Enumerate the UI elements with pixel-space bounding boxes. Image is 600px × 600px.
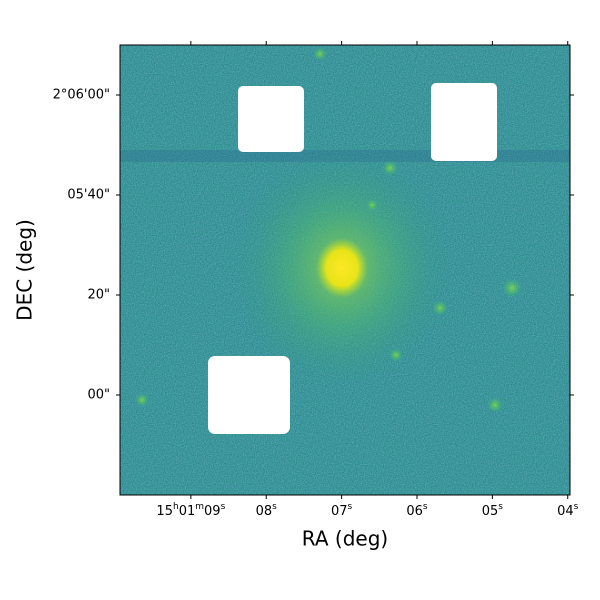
source <box>432 300 448 316</box>
x-tick-label: 08s <box>256 502 278 519</box>
source <box>366 199 378 211</box>
x-tick-label: 06s <box>406 502 428 519</box>
mask <box>238 86 304 152</box>
x-axis-label: RA (deg) <box>302 527 388 551</box>
x-tick-label: 07s <box>331 502 353 519</box>
image <box>120 45 570 495</box>
axes-frame <box>119 44 571 496</box>
y-tick-label: 2°06'00" <box>53 88 110 103</box>
y-tick-label: 00" <box>87 388 110 403</box>
x-tick-label: 04s <box>557 502 579 519</box>
source <box>135 393 149 407</box>
source <box>389 348 403 362</box>
y-tick-label: 05'40" <box>67 188 110 203</box>
galaxy-core <box>316 238 368 298</box>
source <box>313 47 327 61</box>
source <box>487 397 503 413</box>
y-axis-label: DEC (deg) <box>13 219 37 321</box>
source <box>382 160 398 176</box>
mask <box>431 83 497 161</box>
mask <box>208 356 290 434</box>
x-tick-label: 05s <box>482 502 504 519</box>
x-tick-label: 15h01m09s <box>156 502 225 519</box>
y-tick-label: 20" <box>87 288 110 303</box>
source <box>502 278 522 298</box>
